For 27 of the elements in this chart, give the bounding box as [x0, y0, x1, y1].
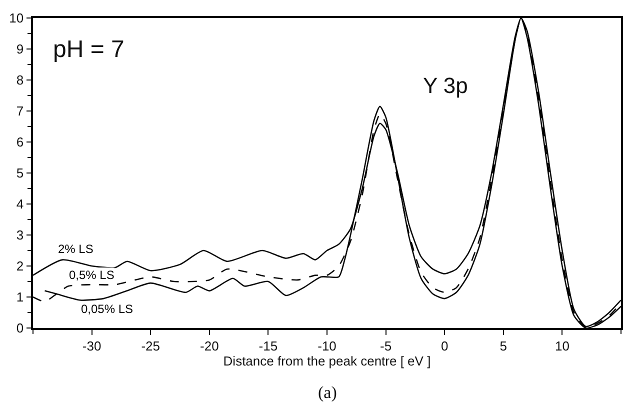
x-tick-label: -30: [82, 338, 102, 354]
x-axis-title: Distance from the peak centre [ eV ]: [223, 353, 431, 368]
y-tick-label: 2: [16, 258, 24, 274]
text: (a): [318, 383, 337, 402]
y-tick-label: 3: [16, 228, 24, 243]
x-tick-label: -10: [318, 338, 336, 354]
series-label: 0,5% LS: [69, 268, 114, 282]
y-tick-label: 7: [16, 104, 24, 119]
x-tick-label: -25: [141, 338, 160, 354]
x-tick-label: -5: [380, 338, 392, 354]
series-label: 2% LS: [58, 242, 94, 256]
x-tick-label: 10: [554, 338, 570, 354]
y-tick-label: 5: [16, 166, 24, 181]
x-tick-label: 5: [500, 338, 508, 354]
annotation: pH = 7: [53, 36, 124, 63]
series-label: 0,05% LS: [81, 302, 134, 316]
y-tick-label: 9: [16, 42, 24, 57]
x-tick-label: -15: [258, 338, 278, 354]
y-tick-label: 4: [16, 196, 24, 212]
annotation: Y 3p: [423, 73, 468, 98]
y-tick-label: 8: [16, 72, 24, 88]
x-tick-label: -20: [200, 338, 219, 354]
y-tick-label: 6: [16, 134, 24, 150]
y-tick-label: 0: [16, 320, 24, 336]
y-tick-label: 1: [16, 290, 24, 305]
y-tick-label: 10: [9, 10, 24, 26]
x-tick-label: 0: [440, 338, 448, 354]
